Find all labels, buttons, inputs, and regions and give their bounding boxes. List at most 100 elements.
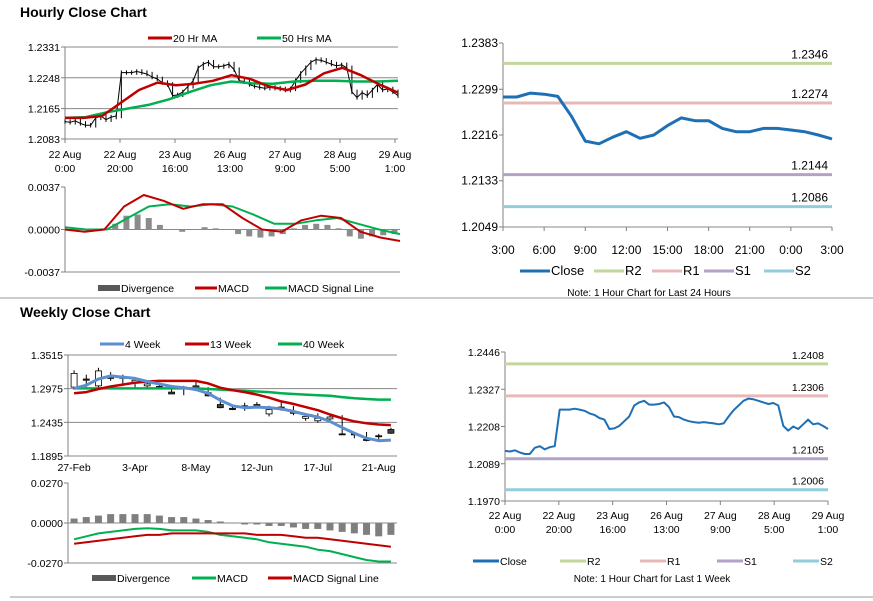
legend-label: Divergence (121, 283, 174, 295)
divergence-bar (119, 514, 127, 523)
divergence-bar (156, 224, 163, 230)
x-tick-label: 3:00 (491, 243, 515, 257)
divergence-bar (253, 523, 261, 525)
divergence-bar (180, 517, 188, 523)
divergence-bar (112, 223, 119, 230)
divergence-bar (204, 520, 212, 523)
divergence-bar (363, 523, 371, 535)
legend-label: S1 (735, 263, 751, 278)
hourly-section-title: Hourly Close Chart (20, 4, 147, 20)
x-tick-label: 20:00 (546, 524, 572, 536)
x-tick-label: 21-Aug (362, 462, 396, 474)
divergence-bar (212, 228, 219, 230)
y-tick-label: 0.0270 (31, 478, 63, 490)
divergence-bar (357, 229, 364, 239)
x-tick-label: 27 Aug (269, 149, 302, 161)
divergence-bar (380, 229, 387, 236)
weekly-candle-body (265, 409, 273, 415)
divergence-bar (257, 229, 264, 238)
x-tick-label: 22 Aug (49, 149, 82, 161)
weekly-candle-body (338, 433, 346, 436)
weekly-candle-body (143, 383, 151, 387)
legend-label: R2 (587, 556, 601, 568)
divergence-bar (289, 523, 297, 528)
ma20-line (65, 66, 399, 120)
x-tick-label: 27 Aug (704, 510, 737, 522)
y-tick-label: 1.1970 (468, 496, 500, 508)
x-tick-label: 5:00 (330, 163, 351, 175)
divergence-bar (302, 523, 310, 529)
x-tick-label: 12:00 (611, 243, 641, 257)
y-tick-label: 1.2975 (31, 384, 63, 396)
legend-label: Divergence (117, 573, 170, 585)
x-tick-label: 27-Feb (57, 462, 90, 474)
y-tick-label: 1.2049 (461, 220, 498, 234)
x-tick-label: 29 Aug (812, 510, 845, 522)
y-tick-label: 1.2216 (461, 128, 498, 142)
x-tick-label: 0:00 (495, 524, 516, 536)
legend-swatch (98, 285, 120, 291)
ma4-week-line (73, 374, 391, 443)
legend-label: 40 Week (303, 339, 345, 351)
ma50-line (64, 79, 399, 120)
divergence-bar (143, 514, 151, 523)
weekly-candle-body (375, 435, 383, 438)
divergence-bar (338, 523, 346, 532)
divergence-bar (134, 214, 141, 230)
legend-label: Close (551, 263, 584, 278)
y-tick-label: 1.3515 (31, 350, 63, 362)
legend-swatch (92, 575, 116, 581)
x-tick-label: 22 Aug (104, 149, 137, 161)
legend-label: R1 (683, 263, 700, 278)
legend-label: 13 Week (210, 339, 252, 351)
legend-label: MACD Signal Line (293, 573, 379, 585)
y-tick-label: 1.2165 (28, 104, 60, 116)
y-tick-label: 1.2133 (461, 174, 498, 188)
y-tick-label: 1.2446 (468, 347, 500, 359)
x-tick-label: 23 Aug (596, 510, 629, 522)
x-tick-label: 22 Aug (489, 510, 522, 522)
divergence-bar (387, 523, 395, 535)
y-tick-label: 1.2331 (28, 42, 60, 54)
legend-label: R1 (667, 556, 681, 568)
legend-label: S1 (744, 556, 757, 568)
divergence-bar (277, 523, 285, 526)
divergence-bar (313, 223, 320, 230)
divergence-bar (168, 229, 175, 230)
x-tick-label: 12-Jun (241, 462, 273, 474)
level-value-label: 1.2346 (791, 47, 828, 61)
y-tick-label: 0.0037 (28, 182, 60, 194)
close-line (504, 397, 829, 455)
y-tick-label: 1.2327 (468, 384, 500, 396)
divergence-bar (302, 224, 309, 230)
x-tick-label: 0:00 (55, 163, 76, 175)
level-value-label: 1.2006 (792, 476, 824, 488)
x-tick-label: 8-May (181, 462, 211, 474)
level-value-label: 1.2306 (792, 382, 824, 394)
divergence-bar (168, 517, 176, 523)
legend-label: 4 Week (125, 339, 161, 351)
legend-label: S2 (820, 556, 833, 568)
legend-label: MACD (217, 573, 248, 585)
legend-label: Close (500, 556, 527, 568)
level-value-label: 1.2408 (792, 350, 824, 362)
divergence-bar (107, 514, 115, 523)
y-tick-label: 0.0000 (31, 518, 63, 530)
x-tick-label: 0:00 (779, 243, 803, 257)
y-tick-label: 1.2248 (28, 73, 60, 85)
y-tick-label: 1.2299 (461, 82, 498, 96)
macd-line (73, 527, 391, 563)
legend-label: 50 Hrs MA (282, 33, 332, 45)
legend-label: 20 Hr MA (173, 33, 217, 45)
divergence-bar (216, 521, 224, 523)
legend-label: MACD Signal Line (288, 283, 374, 295)
x-tick-label: 21:00 (735, 243, 765, 257)
divergence-bar (229, 523, 236, 524)
divergence-bar (190, 229, 197, 230)
x-tick-label: 13:00 (217, 163, 243, 175)
chart-note: Note: 1 Hour Chart for Last 1 Week (574, 574, 732, 585)
divergence-bar (265, 523, 273, 526)
x-tick-label: 1:00 (385, 163, 406, 175)
x-tick-label: 1:00 (818, 524, 839, 536)
